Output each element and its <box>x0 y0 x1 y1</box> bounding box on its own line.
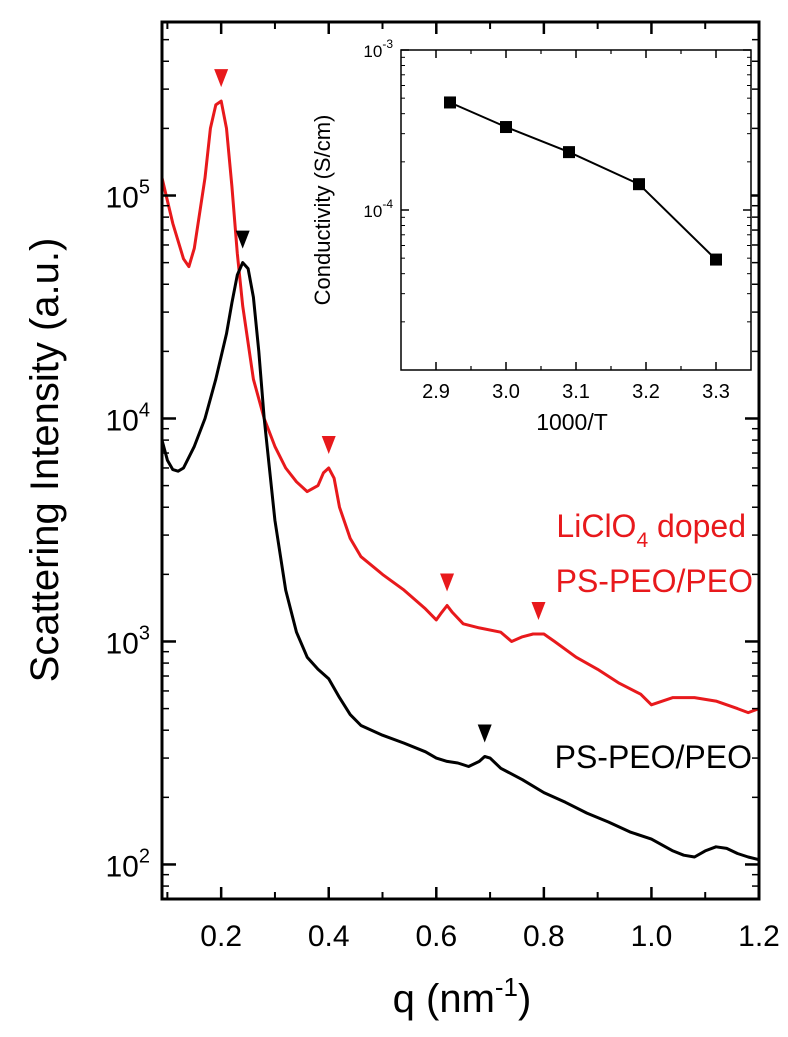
x-tick-label: 1.0 <box>631 920 673 953</box>
inset-y-tick-label: 10-4 <box>363 197 393 221</box>
main-plot: 0.2 0.4 0.6 0.8 1.0 1.2 102 103 104 105 <box>106 20 780 953</box>
y-tick-label: 102 <box>106 845 151 883</box>
peak-marker-triangle <box>440 573 455 592</box>
undoped-annotation: PS-PEO/PEO <box>555 739 752 775</box>
inset-data-point <box>633 178 645 191</box>
x-axis-label: q (nm-1) <box>393 972 532 1021</box>
peak-marker-triangle <box>477 724 492 743</box>
y-tick-label: 103 <box>106 622 151 660</box>
y-axis-label: Scattering Intensity (a.u.) <box>23 238 67 683</box>
x-tick-label: 0.8 <box>523 920 565 953</box>
peak-marker-triangle <box>531 602 546 621</box>
series-line-doped <box>160 99 760 715</box>
inset-x-tick-label: 3.1 <box>562 381 590 403</box>
inset-data-point <box>563 146 575 159</box>
inset-data-point <box>500 121 512 134</box>
inset-x-axis-label: 1000/T <box>536 409 608 435</box>
x-tick-label: 1.2 <box>738 920 780 953</box>
x-tick-label: 0.4 <box>308 920 350 953</box>
x-tick-label: 0.6 <box>415 920 457 953</box>
series-line-undoped <box>160 261 760 862</box>
inset-x-tick-label: 2.9 <box>422 381 450 403</box>
inset-y-tick-label: 10-3 <box>363 37 393 61</box>
inset-y-axis-label: Conductivity (S/cm) <box>310 115 335 306</box>
peak-marker-triangle <box>235 230 250 249</box>
inset-x-tick-label: 3.0 <box>492 381 520 403</box>
inset-data-point <box>710 253 722 266</box>
inset-plot: 2.9 3.0 3.1 3.2 3.3 10-4 10-3 Conductivity (S/… <box>310 37 752 435</box>
inset-x-tick-label: 3.3 <box>702 381 730 403</box>
y-tick-label: 105 <box>106 177 151 215</box>
y-tick-label: 104 <box>106 399 151 437</box>
doped-annotation-line1: LiClO4 doped <box>556 508 746 552</box>
main-plot-frame <box>160 20 761 901</box>
inset-background <box>401 50 751 370</box>
peak-marker-triangle <box>321 435 336 454</box>
doped-annotation-line2: PS-PEO/PEO <box>556 563 753 599</box>
inset-x-tick-label: 3.2 <box>632 381 660 403</box>
x-tick-label: 0.2 <box>200 920 242 953</box>
inset-data-point <box>444 96 456 109</box>
inset-plot-frame <box>400 49 752 371</box>
peak-marker-triangle <box>214 69 229 88</box>
